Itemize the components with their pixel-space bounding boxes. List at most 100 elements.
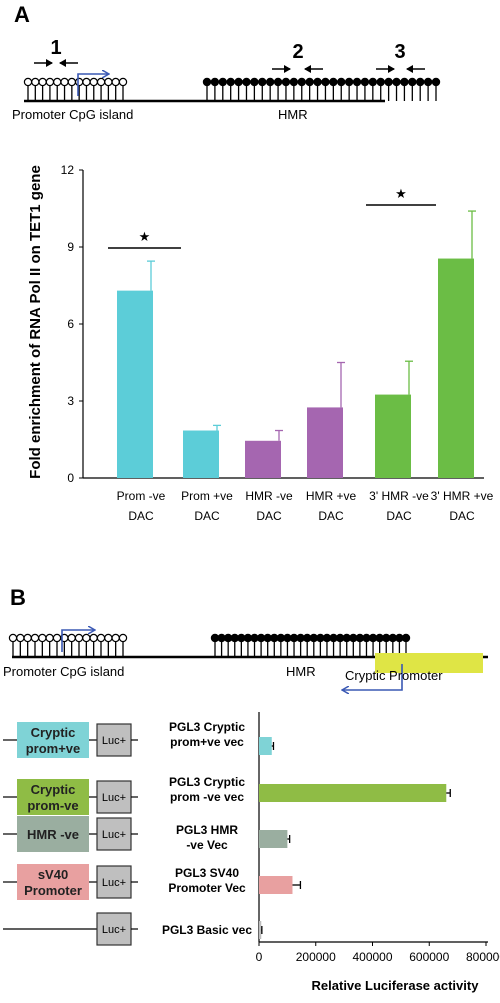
chart-b-x-ticks: 0 200000 400000 600000 800000 (256, 942, 500, 964)
cpg-methylated-icon (281, 77, 291, 87)
cpg-unmethylated-icon (60, 77, 69, 87)
construct-insert-box (17, 816, 89, 852)
cpg-methylated-icon (210, 77, 220, 87)
construct-insert-label: Cryptic (31, 782, 76, 797)
cpg-methylated-icon (401, 633, 411, 643)
cpg-unmethylated-icon (82, 77, 91, 87)
cpg-methylated-icon (400, 77, 409, 87)
construct-name: -ve Vec (186, 838, 228, 852)
construct-name: prom+ve vec (170, 735, 244, 749)
cpg-methylated-icon (423, 77, 433, 87)
x-tick-label: Prom +ve (181, 489, 233, 503)
construct-name: Promoter Vec (168, 881, 246, 895)
y-tick-label: 6 (67, 317, 74, 331)
panel-a-label: A (14, 2, 30, 27)
luciferase-label: Luc+ (102, 792, 126, 804)
promoter-cpg-label: Promoter CpG island (12, 107, 133, 122)
cpg-unmethylated-icon (104, 77, 113, 87)
y-tick-label: 12 (61, 163, 75, 177)
construct-name: PGL3 Cryptic (169, 720, 245, 734)
bar (375, 394, 411, 478)
bar (259, 830, 288, 848)
cpg-unmethylated-icon (111, 77, 120, 87)
bar (438, 258, 474, 478)
x-tick-label: DAC (449, 509, 475, 523)
x-tick-label: 3' HMR -ve (369, 489, 429, 503)
cpg-unmethylated-icon (96, 77, 106, 87)
construct-name: PGL3 Cryptic (169, 775, 245, 789)
cpg-unmethylated-icon (118, 633, 128, 643)
cpg-unmethylated-icon (45, 633, 54, 643)
construct-insert-label: prom+ve (26, 741, 81, 756)
cpg-unmethylated-icon (53, 77, 62, 87)
cpg-unmethylated-icon (30, 633, 40, 643)
cpg-unmethylated-icon (111, 633, 120, 643)
cpg-unmethylated-icon (23, 633, 32, 643)
cpg-unmethylated-icon (23, 77, 33, 87)
cpg-methylated-icon (226, 77, 235, 87)
significance-star-icon: ★ (395, 186, 407, 201)
y-tick-label: 0 (67, 471, 74, 485)
chart-a-pol2-enrichment: Fold enrichment of RNA Pol II on TET1 ge… (27, 163, 494, 523)
x-tick-label: 400000 (352, 950, 392, 964)
x-tick-label: DAC (256, 509, 282, 523)
cpg-methylated-icon (368, 77, 378, 87)
chart-a-y-axis-title: Fold enrichment of RNA Pol II on TET1 ge… (27, 165, 44, 479)
bar (259, 876, 293, 894)
y-tick-label: 9 (67, 240, 74, 254)
primer-pair-2: 2 (272, 41, 323, 73)
chart-b-bars (259, 737, 451, 939)
y-tick-label: 3 (67, 394, 74, 408)
x-tick-label: Prom -ve (117, 489, 166, 503)
x-tick-label: DAC (318, 509, 344, 523)
cpg-unmethylated-icon (96, 633, 106, 643)
chart-a-bars (117, 210, 476, 478)
x-tick-label: HMR +ve (306, 489, 357, 503)
cpg-methylated-icon (352, 77, 362, 87)
tss-arrow-icon (77, 74, 108, 96)
gene-map-b: Promoter CpG island HMR Cryptic Promoter (3, 630, 488, 690)
luciferase-box (96, 780, 132, 814)
tss-arrow-icon (61, 630, 94, 652)
cpg-methylated-icon (297, 77, 306, 87)
cpg-methylated-icon (258, 77, 267, 87)
bar (259, 737, 272, 755)
promoter-cpg-lollipops (23, 77, 128, 101)
primer-label-1: 1 (50, 37, 61, 59)
panel-b-label: B (10, 585, 26, 610)
cpg-unmethylated-icon (89, 77, 98, 87)
primer-pair-3: 3 (376, 41, 425, 73)
construct-insert-label: Promoter (24, 883, 82, 898)
bar (183, 430, 219, 478)
chart-a-significance: ★★ (108, 186, 436, 249)
luciferase-label: Luc+ (102, 829, 126, 841)
cpg-unmethylated-icon (16, 633, 25, 643)
cpg-methylated-icon (321, 77, 330, 87)
x-tick-label: DAC (386, 509, 412, 523)
construct-name: PGL3 Basic vec (162, 923, 252, 937)
cpg-methylated-icon (242, 77, 251, 87)
cpg-unmethylated-icon (104, 633, 113, 643)
panel-b: B Promoter CpG island HMR Cryptic Promot… (3, 585, 500, 993)
cpg-unmethylated-icon (38, 633, 47, 643)
x-tick-label: DAC (128, 509, 154, 523)
cpg-methylated-icon (416, 77, 425, 87)
x-tick-label: 200000 (296, 950, 336, 964)
construct-name: PGL3 HMR (176, 823, 238, 837)
x-tick-label: 3' HMR +ve (431, 489, 494, 503)
x-tick-label: 0 (256, 950, 263, 964)
cpg-methylated-icon (376, 77, 385, 87)
cpg-methylated-icon (337, 77, 346, 87)
bar (259, 784, 447, 802)
hmr-label: HMR (286, 664, 316, 679)
cpg-methylated-icon (313, 77, 322, 87)
x-tick-label: 800000 (466, 950, 500, 964)
x-tick-label: HMR -ve (245, 489, 293, 503)
promoter-cpg-label: Promoter CpG island (3, 664, 124, 679)
cpg-methylated-icon (218, 77, 227, 87)
construct-insert-label: prom-ve (27, 798, 78, 813)
primer-label-3: 3 (394, 41, 405, 63)
construct-insert-box (17, 864, 89, 900)
